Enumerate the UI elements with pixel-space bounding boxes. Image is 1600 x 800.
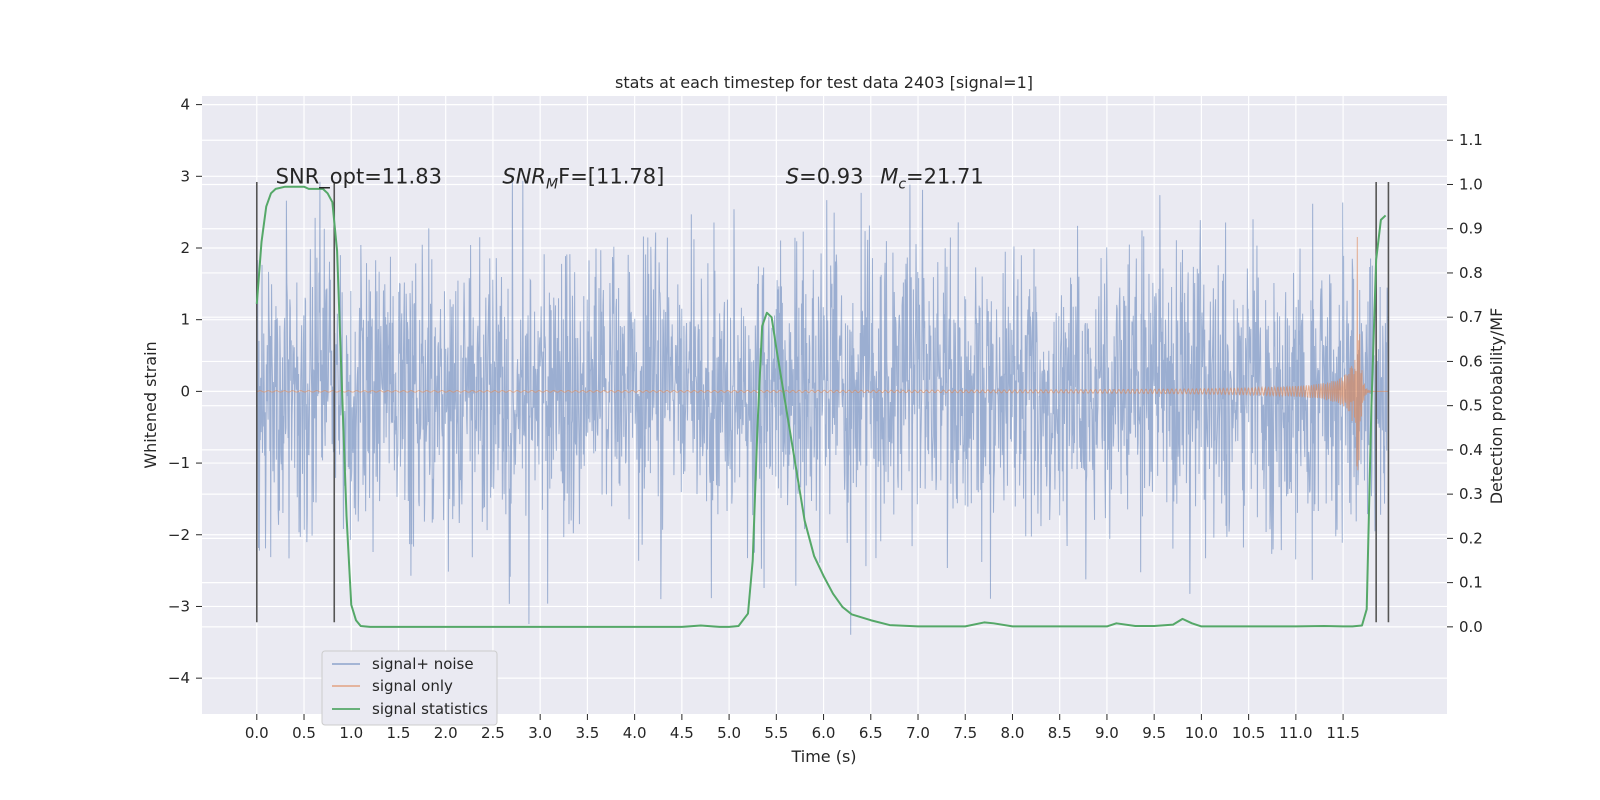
y-tick-label-right: 0.6 [1459,352,1483,370]
x-tick-label: 1.0 [339,724,363,742]
annotation: SNRMF=[11.78] [502,164,664,192]
y-tick-label-right: 0.1 [1459,574,1483,592]
x-axis-label: Time (s) [790,747,856,766]
y-tick-label-right: 1.1 [1459,131,1483,149]
x-tick-label: 0.5 [292,724,316,742]
y-tick-label-right: 0.0 [1459,618,1483,636]
annotation-main: SNR_opt=11.83 [276,164,442,189]
y-tick-label-right: 0.9 [1459,220,1483,238]
y-tick-label-right: 0.8 [1459,264,1483,282]
annotation-subscript: c [898,176,906,192]
x-tick-label: 7.0 [906,724,930,742]
x-tick-label: 6.5 [859,724,883,742]
x-tick-label: 11.5 [1326,724,1359,742]
statistics-trace [255,185,1387,628]
signal-trace [256,236,1389,471]
x-tick-label: 8.5 [1048,724,1072,742]
annotation-main: SNR [502,164,546,188]
annotation: Mc=21.71 [880,164,984,192]
x-tick-label: 10.0 [1185,724,1218,742]
annotation-value: =0.93 [799,164,863,188]
annotations: SNR_opt=11.83 SNRMF=[11.78] S=0.93 Mc=21.71 [276,164,984,192]
annotation-subscript: M [546,176,558,192]
x-tick-label: 6.0 [812,724,836,742]
y-tick-label-left: 0 [180,382,190,400]
y-tick-label-left: 1 [180,311,190,329]
y-tick-label-left: 2 [180,239,190,257]
x-tick-label: 10.5 [1232,724,1265,742]
annotation: S=0.93 [786,164,864,188]
x-tick-label: 3.5 [575,724,599,742]
right-y-axis-label: Detection probability/MF [1487,308,1506,505]
y-tick-label-right: 0.3 [1459,485,1483,503]
annotation-main: M [880,164,898,188]
annotation-main: S [786,164,799,188]
y-tick-label-left: 4 [180,96,190,114]
annotation-value: =21.71 [906,164,984,188]
x-tick-label: 8.0 [1001,724,1025,742]
right-y-axis-ticks: 1.1 1.0 0.9 0.8 0.7 0.6 0.5 0.4 0.3 0.2 0.1 0.0 [1447,131,1483,636]
x-tick-label: 4.0 [623,724,647,742]
annotation-value: F=[11.78] [558,164,664,188]
x-tick-label: 5.5 [764,724,788,742]
y-tick-label-right: 0.5 [1459,397,1483,415]
x-tick-label: 9.0 [1095,724,1119,742]
legend-box [321,650,498,726]
legend-label-noise: signal+ noise [372,655,474,673]
legend-label-stat: signal statistics [372,700,488,718]
series-signal-noise [256,178,1389,635]
x-tick-label: 4.5 [670,724,694,742]
x-tick-label: 5.0 [717,724,741,742]
x-axis-ticks: 0.0 0.5 1.0 1.5 2.0 2.5 3.0 3.5 4.0 4.5 5.0 5.5 6.0 6… [245,714,1360,742]
legend-label-signal: signal only [372,677,453,695]
y-tick-label-right: 0.4 [1459,441,1483,459]
x-tick-label: 9.5 [1142,724,1166,742]
y-tick-label-right: 0.2 [1459,529,1483,547]
left-y-axis-ticks: 4 3 2 1 0 −1 −2 −3 −4 [168,96,202,687]
x-tick-label: 11.0 [1279,724,1312,742]
y-tick-label-left: −2 [168,526,190,544]
x-tick-label: 7.5 [953,724,977,742]
y-tick-label-right: 1.0 [1459,175,1483,193]
noise-trace [256,178,1389,635]
x-tick-label: 2.5 [481,724,505,742]
x-tick-label: 3.0 [528,724,552,742]
annotation: SNR_opt=11.83 [276,164,442,189]
y-tick-label-left: −1 [168,454,190,472]
left-y-axis-label: Whitened strain [141,341,160,468]
y-tick-label-left: −4 [168,669,190,687]
legend: signal+ noise signal only signal statist… [321,650,498,726]
y-tick-label-right: 0.7 [1459,308,1483,326]
x-tick-label: 2.0 [434,724,458,742]
y-tick-label-left: −3 [168,597,190,615]
y-tick-label-left: 3 [180,167,190,185]
chart-title: stats at each timestep for test data 240… [615,73,1033,92]
x-tick-label: 1.5 [387,724,411,742]
x-tick-label: 0.0 [245,724,269,742]
series-signal-only [256,236,1389,471]
series-signal-statistics [255,185,1387,628]
